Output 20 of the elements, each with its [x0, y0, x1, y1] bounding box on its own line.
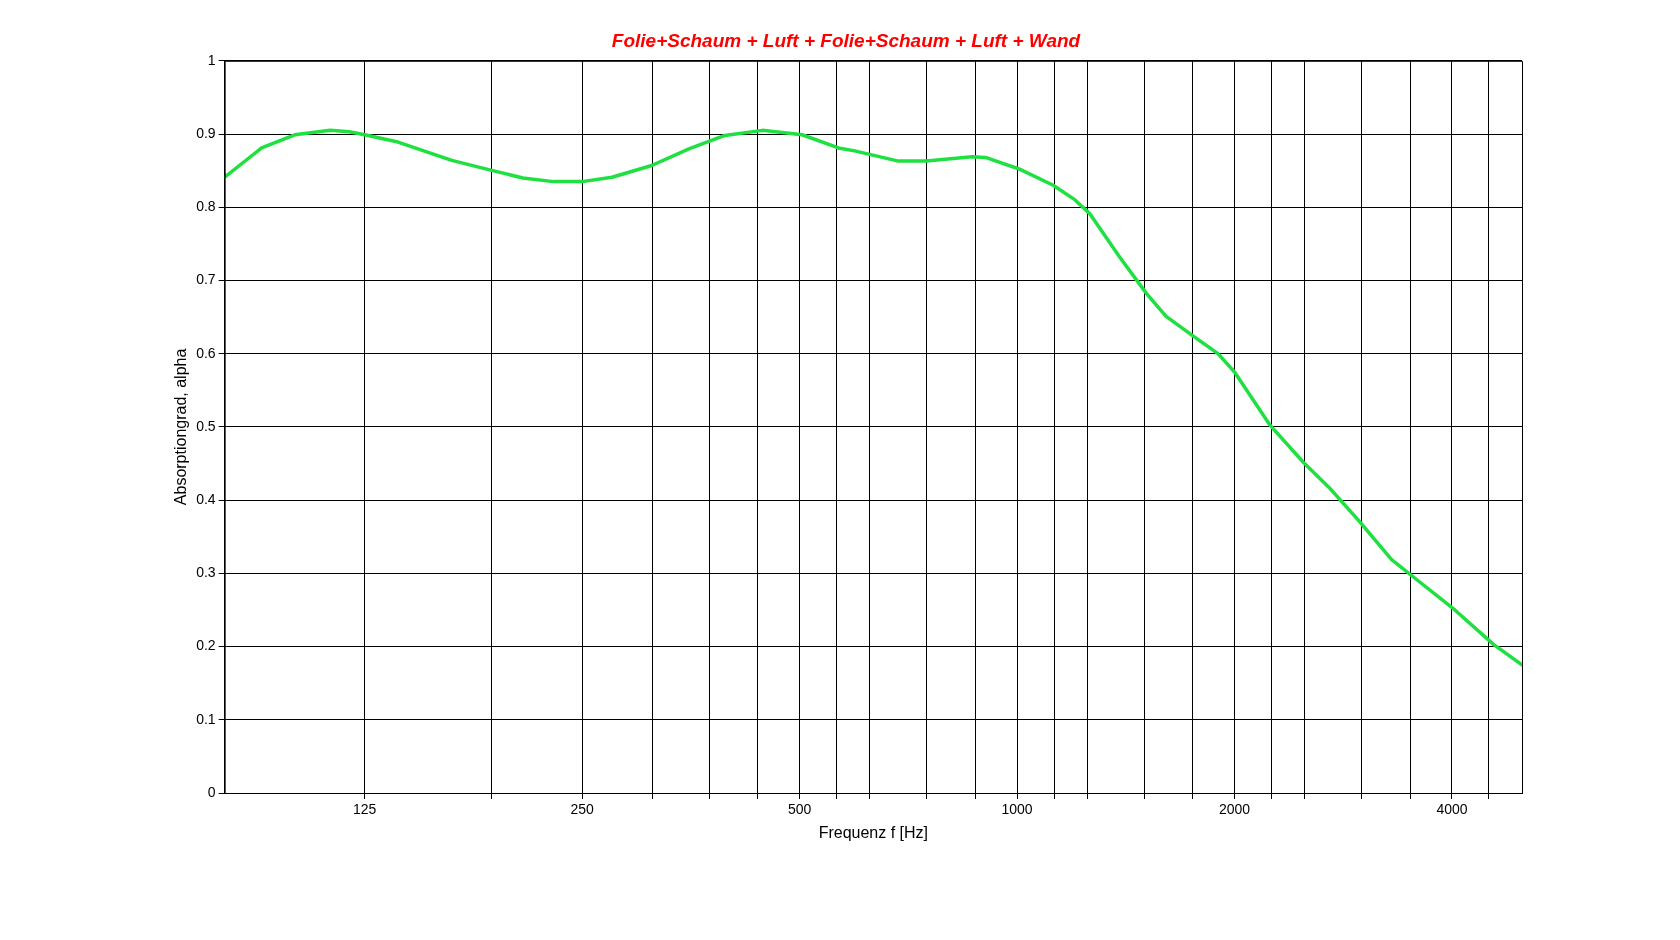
- y-tick-label: 0.8: [196, 198, 216, 215]
- x-tick-label: 250: [570, 801, 595, 818]
- y-axis-title: Absorptiongrad, alpha: [172, 348, 190, 506]
- y-tick-label: 1: [207, 51, 216, 68]
- y-tick-label: 0.3: [196, 564, 216, 581]
- y-tick-label: 0: [207, 783, 216, 800]
- x-axis-title: Frequenz f [Hz]: [818, 823, 929, 841]
- y-tick-label: 0.4: [196, 490, 216, 507]
- y-tick-label: 0.6: [196, 344, 216, 361]
- x-tick-label: 125: [353, 801, 377, 818]
- y-tick-label: 0.7: [196, 271, 216, 288]
- x-tick-label: 4000: [1436, 801, 1468, 818]
- y-tick-label: 0.9: [196, 124, 216, 141]
- x-tick-label: 500: [787, 801, 812, 818]
- y-tick-label: 0.5: [196, 417, 216, 434]
- chart-title: Folie+Schaum + Luft + Folie+Schaum + Luft + Wand: [611, 29, 1081, 51]
- y-tick-label: 0.1: [196, 710, 216, 727]
- x-tick-label: 2000: [1218, 801, 1251, 818]
- x-tick-label: 1000: [1001, 801, 1033, 818]
- y-tick-label: 0.2: [196, 637, 216, 654]
